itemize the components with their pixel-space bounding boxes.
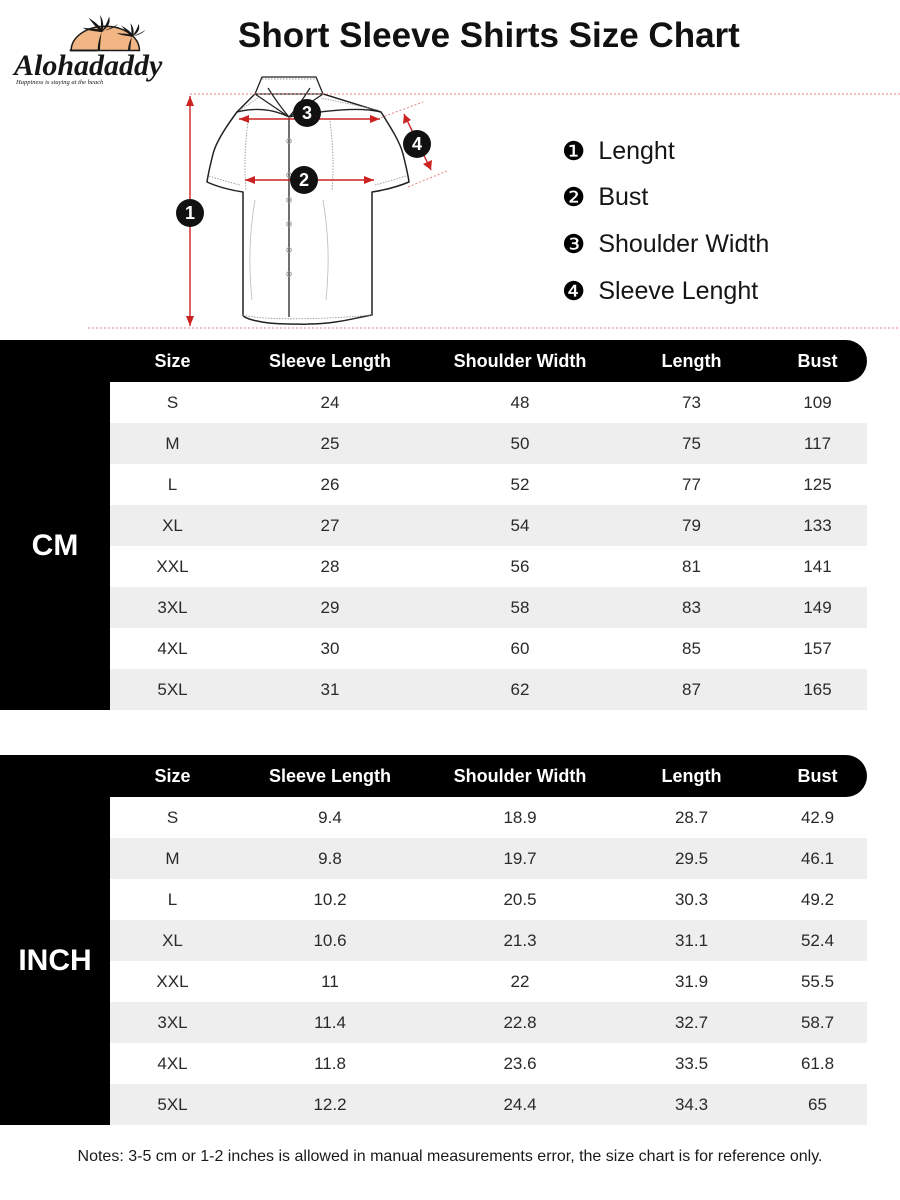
svg-text:2: 2 (299, 170, 309, 190)
svg-text:1: 1 (185, 203, 195, 223)
svg-text:3: 3 (302, 103, 312, 123)
svg-text:4: 4 (412, 134, 422, 154)
